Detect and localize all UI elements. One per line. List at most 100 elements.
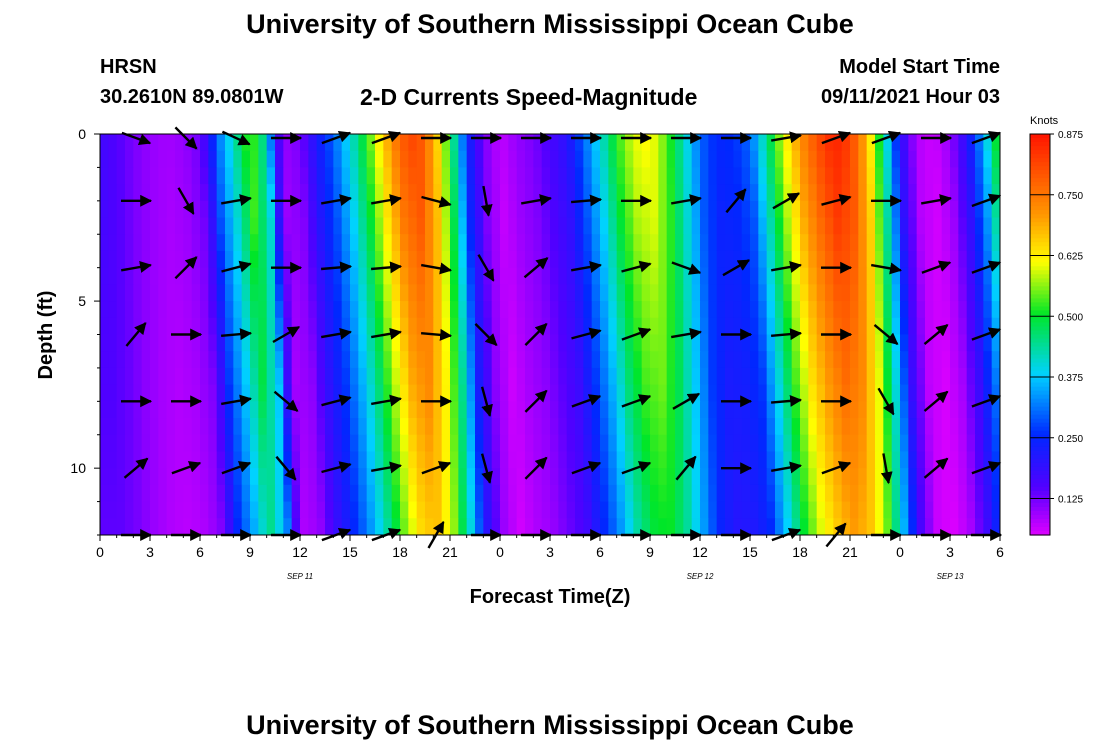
heatmap-cell [133, 301, 143, 319]
heatmap-cell [941, 167, 951, 185]
heatmap-cell [650, 217, 659, 235]
heatmap-cell [475, 301, 484, 319]
heatmap-cell [791, 418, 801, 436]
heatmap-cell [541, 334, 551, 352]
colorbar-swatch [1030, 150, 1050, 155]
heatmap-cell [100, 167, 109, 185]
heatmap-cell [358, 167, 368, 185]
heatmap-cell [725, 334, 734, 352]
heatmap-cell [500, 184, 509, 202]
heatmap-cell [150, 384, 159, 402]
heatmap-cell [858, 200, 868, 219]
heatmap-cell [650, 301, 659, 319]
heatmap-cell [691, 384, 701, 402]
heatmap-cell [850, 134, 859, 152]
current-vector-arrow [725, 188, 747, 214]
heatmap-cell [816, 434, 826, 453]
heatmap-cell [125, 434, 134, 453]
heatmap-cell [283, 184, 293, 202]
heatmap-cell [308, 317, 318, 336]
heatmap-cell [925, 167, 934, 185]
heatmap-cell [366, 284, 376, 302]
heatmap-cell [708, 501, 718, 519]
heatmap-cell [633, 418, 643, 436]
current-vector-arrow [523, 257, 549, 279]
heatmap-cell [216, 200, 226, 219]
heatmap-cell [883, 501, 893, 519]
heatmap-cell [683, 150, 693, 169]
heatmap-cell [400, 250, 409, 269]
heatmap-cell [475, 217, 484, 235]
heatmap-cell [925, 217, 934, 235]
heatmap-cell [508, 317, 518, 336]
heatmap-cell [775, 484, 784, 503]
heatmap-cell [991, 267, 1000, 285]
heatmap-cell [575, 351, 584, 369]
heatmap-cell [950, 234, 959, 252]
colorbar-tick-label: 0.125 [1058, 495, 1083, 506]
heatmap-cell [858, 150, 868, 169]
heatmap-cell [408, 501, 418, 519]
heatmap-cell [341, 468, 351, 486]
heatmap-cell [725, 134, 734, 152]
heatmap-cell [850, 200, 859, 219]
heatmap-cell [841, 334, 851, 352]
heatmap-cell [658, 134, 668, 152]
heatmap-cell [416, 484, 426, 503]
heatmap-cell [291, 418, 301, 436]
heatmap-cell [166, 401, 176, 419]
heatmap-cell [466, 150, 476, 169]
heatmap-cell [925, 267, 934, 285]
heatmap-cell [450, 334, 459, 352]
heatmap-cell [166, 334, 176, 352]
heatmap-cell [733, 351, 743, 369]
heatmap-cell [458, 418, 468, 436]
heatmap-cell [708, 301, 718, 319]
heatmap-cell [491, 484, 501, 503]
heatmap-cell [575, 301, 584, 319]
heatmap-cell [883, 267, 893, 285]
heatmap-cell [216, 301, 226, 319]
heatmap-cell [391, 451, 401, 469]
heatmap-cell [225, 184, 234, 202]
heatmap-cell [616, 267, 626, 285]
heatmap-cell [966, 484, 976, 503]
heatmap-cell [300, 351, 309, 369]
heatmap-cell [325, 401, 334, 419]
heatmap-cell [691, 267, 701, 285]
heatmap-cell [500, 518, 509, 535]
heatmap-cell [216, 401, 226, 419]
heatmap-cell [116, 418, 126, 436]
colorbar-swatch [1030, 210, 1050, 215]
heatmap-cell [458, 518, 468, 535]
heatmap-cell [700, 167, 709, 185]
heatmap-cell [316, 217, 326, 235]
colorbar-swatch [1030, 174, 1050, 179]
heatmap-cell [233, 451, 243, 469]
heatmap-cell [375, 200, 384, 219]
heatmap-cell [750, 518, 759, 535]
heatmap-cell [800, 217, 809, 235]
heatmap-cell [325, 451, 334, 469]
heatmap-cell [541, 184, 551, 202]
heatmap-cell [491, 418, 501, 436]
heatmap-cell [550, 468, 559, 486]
heatmap-cell [833, 184, 843, 202]
heatmap-cell [783, 217, 793, 235]
heatmap-cell [775, 200, 784, 219]
heatmap-cell [116, 317, 126, 336]
heatmap-cell [950, 200, 959, 219]
heatmap-cell [600, 267, 609, 285]
heatmap-cell [933, 250, 943, 269]
heatmap-cell [683, 267, 693, 285]
heatmap-cell [900, 267, 909, 285]
heatmap-cell [733, 284, 743, 302]
heatmap-cell [166, 518, 176, 535]
heatmap-cell [550, 217, 559, 235]
heatmap-cell [516, 134, 526, 152]
heatmap-cell [575, 167, 584, 185]
heatmap-cell [425, 484, 434, 503]
heatmap-cell [516, 468, 526, 486]
heatmap-cell [683, 434, 693, 453]
heatmap-cell [625, 167, 634, 185]
